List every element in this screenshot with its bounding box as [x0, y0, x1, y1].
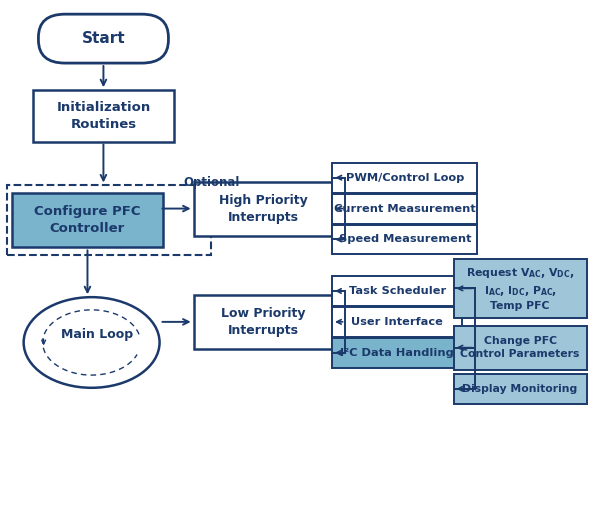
Bar	[454, 259, 586, 318]
Text: Low Priority
Interrupts: Low Priority Interrupts	[221, 307, 305, 337]
Text: Request $\mathregular{V_{AC}}$, $\mathregular{V_{DC}}$,
$\mathregular{I_{AC}}$, : Request $\mathregular{V_{AC}}$, $\mathre…	[466, 266, 574, 311]
Bar	[332, 225, 477, 254]
FancyBboxPatch shape	[38, 14, 168, 63]
Text: Start: Start	[82, 31, 125, 46]
Ellipse shape	[24, 297, 160, 388]
Text: User Interface: User Interface	[351, 317, 443, 327]
Text: I²C Data Handling: I²C Data Handling	[340, 348, 454, 358]
Bar	[7, 185, 211, 255]
Text: Display Monitoring: Display Monitoring	[462, 384, 578, 394]
Text: Change PFC
Control Parameters: Change PFC Control Parameters	[460, 336, 580, 359]
Text: PWM/Control Loop: PWM/Control Loop	[346, 173, 464, 183]
Bar	[454, 326, 586, 370]
Text: Main Loop: Main Loop	[61, 328, 134, 341]
Bar	[332, 194, 477, 224]
Bar	[194, 295, 332, 349]
Bar	[332, 307, 462, 337]
Bar	[332, 163, 477, 193]
Text: Configure PFC
Controller: Configure PFC Controller	[34, 205, 141, 235]
Text: High Priority
Interrupts: High Priority Interrupts	[219, 194, 307, 224]
Bar	[33, 90, 174, 142]
Text: Speed Measurement: Speed Measurement	[339, 234, 471, 245]
Text: Optional: Optional	[183, 176, 239, 190]
Text: Task Scheduler: Task Scheduler	[349, 286, 446, 296]
Bar	[332, 276, 462, 306]
Text: Initialization
Routines: Initialization Routines	[56, 101, 151, 131]
Bar	[332, 338, 462, 368]
Bar	[12, 194, 163, 248]
Bar	[194, 182, 332, 236]
Text: Current Measurement: Current Measurement	[334, 203, 476, 214]
Bar	[454, 374, 586, 404]
